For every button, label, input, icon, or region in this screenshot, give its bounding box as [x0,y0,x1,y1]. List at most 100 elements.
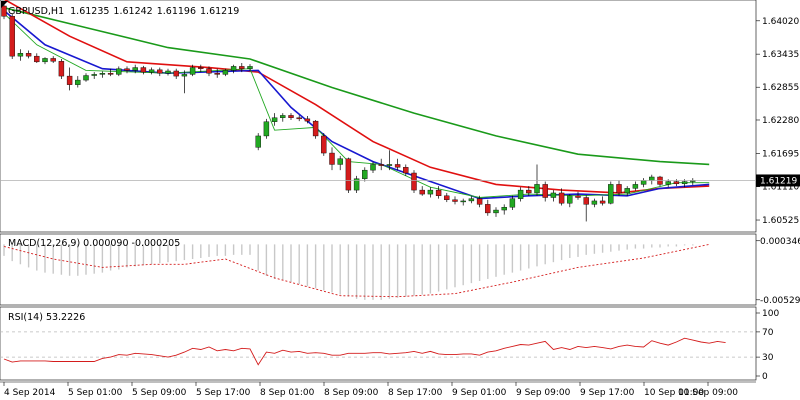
rsi-level-lines [0,331,756,358]
candle-body [214,73,220,75]
rsi-axis: 100 70 30 0 [756,309,779,382]
ohlc-low: 1.61196 [157,6,196,17]
candle [329,147,335,171]
candle [91,72,97,79]
candle-body [132,67,138,71]
candle-body [550,192,557,198]
chart-corner-triangle-icon [1,1,8,8]
candle-body [370,164,376,171]
candle [509,195,516,211]
candle-body [165,70,171,74]
candle-body [378,164,384,166]
candle-body [468,198,475,202]
candle [460,198,466,206]
price-tick-label: 1.60525 [762,216,799,226]
rsi-panel-frame [0,306,757,381]
candle-body [50,58,56,62]
candle-body [476,198,483,205]
candle-body [509,198,516,208]
time-tick-label: 4 Sep 2014 [4,388,56,398]
candle-body [517,189,524,199]
candle [558,188,565,206]
candle [452,196,458,205]
candle [583,195,589,222]
candle-body [485,204,491,214]
candle-body [558,192,565,204]
candle [345,157,352,193]
candle-body [591,200,598,205]
candle-body [444,195,450,200]
candle [378,158,384,171]
current-price-box [756,174,800,187]
candle-body [107,73,114,75]
candle [206,66,212,77]
candle-body [189,67,196,75]
candle [148,67,155,75]
time-tick-label: 9 Sep 17:00 [580,388,635,398]
candle [386,150,393,171]
candle-body [608,184,614,204]
price-axis: 1.64020 1.63435 1.62855 1.62280 1.61695 1.611… [756,17,799,226]
candle [83,73,89,82]
candle [116,66,122,77]
price-tick-label: 1.62855 [762,83,799,93]
candle [198,64,204,73]
candle [501,204,507,215]
rsi-tick-label: 70 [762,328,774,338]
candle [608,181,614,205]
candle-body [353,178,360,191]
time-tick-label: 10 Sep 09:00 [678,388,738,398]
candle-body [83,75,89,81]
candle-body [681,181,688,185]
candle [239,62,245,73]
time-axis: 4 Sep 2014 5 Sep 01:00 5 Sep 09:00 5 Sep 17… [3,382,738,398]
candle [657,175,663,187]
candle [403,164,409,176]
candle-body [304,118,311,122]
candle [567,194,573,208]
candle-body [181,74,188,77]
candle [9,13,15,59]
candle-body [58,61,65,77]
candle [66,67,73,91]
price-tick-label: 1.62280 [762,116,799,126]
candle-body [124,68,130,71]
candle-body [239,66,245,69]
candle-body [247,66,253,69]
time-tick-label: 8 Sep 01:00 [260,388,315,398]
candle [542,181,548,202]
macd-tick-label: -0.005294 [760,296,800,306]
macd-panel-frame [0,233,757,306]
macd-histogram [3,244,694,300]
candle-body [288,115,294,118]
time-tick-label: 5 Sep 01:00 [68,388,123,398]
price-tick-label: 1.61695 [762,149,799,159]
candle [353,175,360,193]
candle-body [263,121,270,137]
candle-body [616,184,622,194]
candle [157,67,163,77]
candle [107,68,114,77]
candle-body [649,176,655,181]
candle-body [460,200,466,203]
candle [296,115,302,122]
candle [517,187,524,202]
candle-body [493,209,499,214]
candle [140,65,147,75]
candle-body [280,115,286,118]
candle-body [501,206,507,211]
candle [476,195,483,208]
candle [370,161,376,173]
candle-body [34,55,40,63]
candle [468,196,475,204]
candle [1,3,7,20]
candle [362,167,368,182]
candle [435,186,442,199]
candle [181,70,188,94]
time-tick-label: 5 Sep 17:00 [196,388,251,398]
candle-body [1,5,7,17]
price-tick-label: 1.64020 [762,17,799,27]
candle-body [534,184,540,194]
candle [288,113,294,120]
